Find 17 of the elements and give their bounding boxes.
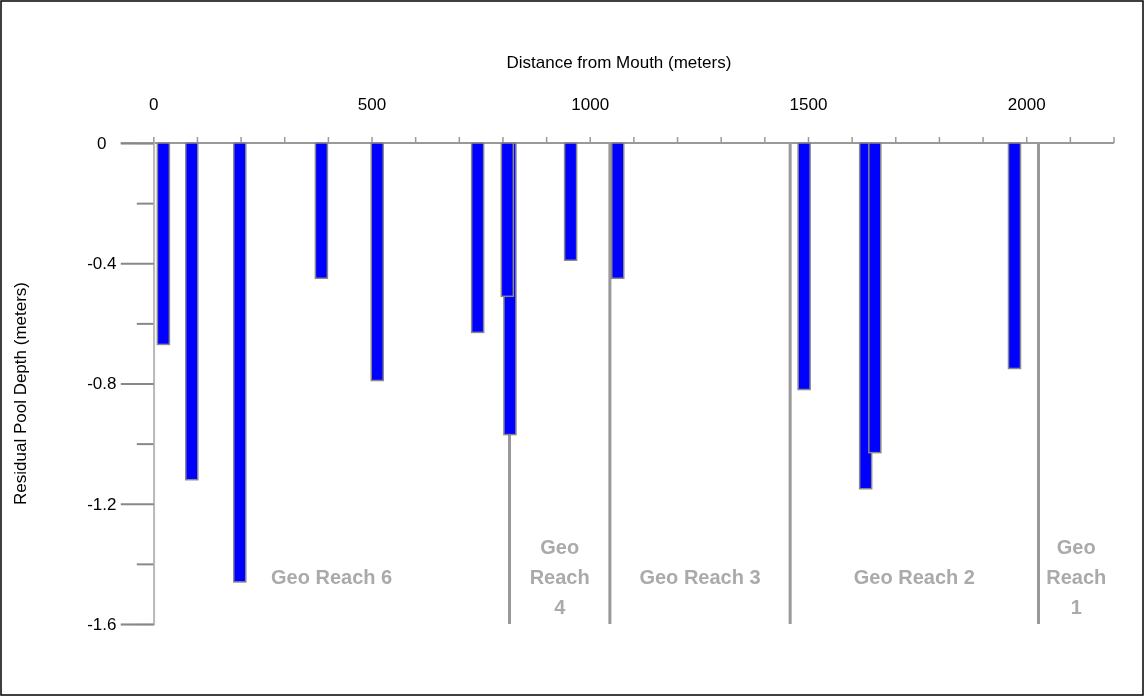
x-tick-label: 500 [357,95,387,114]
y-tick-label: 0 [97,133,107,153]
y-tick-label: -0.4 [87,254,117,274]
y-tick-label: -1.6 [87,614,117,634]
x-axis-title: Distance from Mouth (meters) [506,53,732,72]
annotation: Geo Reach 3 [639,566,761,588]
annotation: Geo Reach 1 [1046,536,1107,618]
annotation: Geo Reach 4 [529,536,590,618]
x-tick-label: 1500 [789,95,828,114]
annotation: Geo Reach 2 [853,566,975,588]
x-tick-label: 2000 [1007,95,1046,114]
annotation: Geo Reach 6 [271,566,393,588]
x-tick-label: 0 [149,95,159,114]
y-tick-label: -1.2 [87,494,117,514]
y-axis-title: Residual Pool Depth (meters) [11,282,30,505]
x-tick-label: 1000 [571,95,610,114]
y-tick-label: -0.8 [87,374,117,394]
